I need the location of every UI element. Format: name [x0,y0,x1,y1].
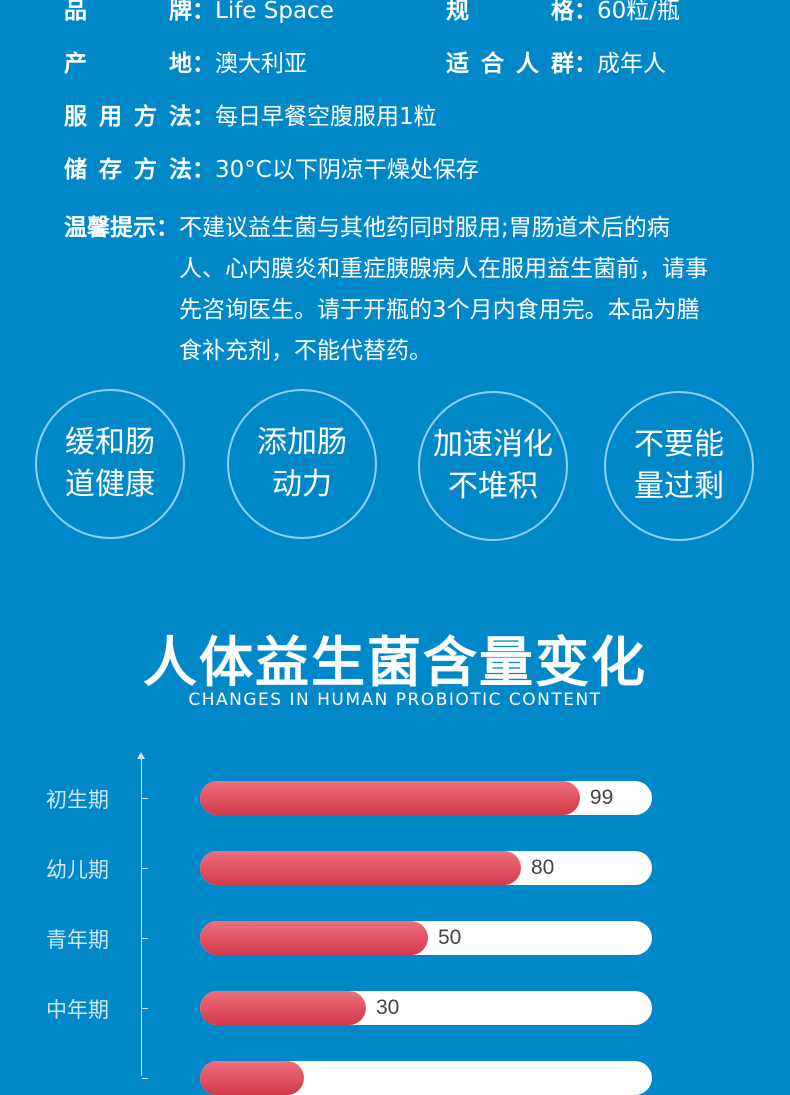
spec-value: 成年人 [597,51,666,77]
spec-value: 30°C以下阴凉干燥处保存 [215,157,479,183]
feature-text: 加速消化不堆积 [433,427,553,504]
spec-item: 产地：澳大利亚 [64,49,307,79]
axis-tick [142,1078,148,1079]
feature-badge: 缓和肠道健康 [35,389,185,539]
spec-item: 品牌：Life Space [64,0,334,26]
spec-colon: ： [574,51,597,77]
category-label: 初生期 [46,788,109,812]
value-label: 50 [438,926,462,949]
bar-track: 50 [200,921,652,955]
category-label: 青年期 [46,928,109,952]
axis-tick [142,868,148,869]
bar [200,1061,304,1095]
spec-colon: ： [192,51,215,77]
spec-item: 规格：60粒/瓶 [446,0,680,26]
feature-text: 不要能量过剩 [634,427,724,504]
spec-value: 60粒/瓶 [597,0,681,24]
feature-badge: 加速消化不堆积 [418,391,568,541]
spec-label: 储存方法 [64,157,192,183]
spec-colon: ： [192,157,215,183]
axis-arrow-icon [137,752,145,759]
bar-track: 80 [200,851,652,885]
bar-track: 30 [200,991,652,1025]
spec-value: Life Space [215,0,334,24]
spec-label: 产地 [64,51,192,77]
value-label: 30 [376,996,400,1019]
bar [200,921,428,955]
warm-tip: 温馨提示： 不建议益生菌与其他药同时服用;胃肠道术后的病人、心内膜炎和重症胰腺病… [64,208,714,372]
axis-tick [142,938,148,939]
feature-badge: 添加肠动力 [227,389,377,539]
bar-track [200,1061,652,1095]
section-title: 人体益生菌含量变化 [143,631,647,694]
section-subtitle: CHANGES IN HUMAN PROBIOTIC CONTENT [188,690,602,710]
spec-label: 适合人群 [446,51,574,77]
feature-text: 缓和肠道健康 [65,425,155,502]
bar [200,991,366,1025]
axis-tick [142,798,148,799]
feature-badge: 不要能量过剩 [604,391,754,541]
feature-text: 添加肠动力 [257,425,347,502]
y-axis [141,756,142,1076]
spec-label: 服用方法 [64,104,192,130]
spec-colon: ： [192,0,215,24]
bar [200,851,521,885]
value-label: 80 [531,856,555,879]
axis-tick [142,1008,148,1009]
spec-value: 每日早餐空腹服用1粒 [215,104,437,130]
tip-text: 不建议益生菌与其他药同时服用;胃肠道术后的病人、心内膜炎和重症胰腺病人在服用益生… [179,215,708,364]
bar [200,781,580,815]
spec-item: 适合人群：成年人 [446,49,666,79]
spec-colon: ： [192,104,215,130]
category-label: 中年期 [46,998,109,1022]
spec-item: 储存方法：30°C以下阴凉干燥处保存 [64,155,479,185]
spec-colon: ： [574,0,597,24]
category-label: 幼儿期 [46,858,109,882]
spec-item: 服用方法：每日早餐空腹服用1粒 [64,102,437,132]
spec-value: 澳大利亚 [215,51,307,77]
spec-label: 品牌 [64,0,192,24]
spec-label: 规格 [446,0,574,24]
value-label: 99 [589,786,614,809]
tip-label: 温馨提示： [64,215,179,241]
bar-track: 99 [200,781,652,815]
